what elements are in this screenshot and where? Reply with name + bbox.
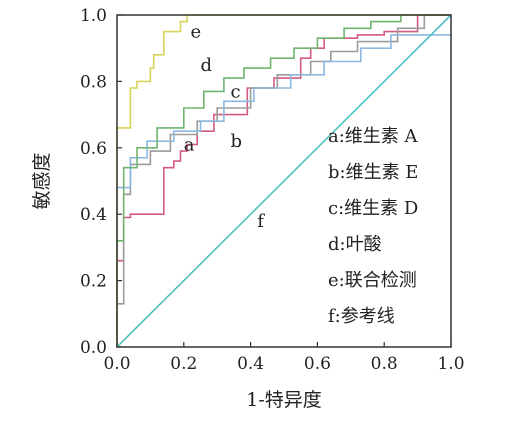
x-tick-label: 0.0 xyxy=(103,354,130,374)
y-axis-ticks: 0.0 0.2 0.4 0.6 0.8 1.0 xyxy=(80,6,122,358)
x-axis-label: 1-特异度 xyxy=(246,389,322,411)
y-tick-label: 0.0 xyxy=(80,338,107,358)
curve-label-a: a xyxy=(184,134,195,155)
legend: a:维生素 A b:维生素 E c:维生素 D d:叶酸 e:联合检测 f:参考线 xyxy=(328,126,419,327)
roc-curve-d xyxy=(116,14,451,347)
x-axis-ticks: 0.0 0.2 0.4 0.6 0.8 1.0 xyxy=(103,342,465,374)
roc-curves xyxy=(116,14,452,348)
curve-label-c: c xyxy=(231,81,241,102)
y-tick-label: 0.8 xyxy=(80,72,107,92)
roc-curve-f xyxy=(116,14,452,348)
curve-label-e: e xyxy=(190,22,201,43)
y-tick-label: 0.6 xyxy=(80,139,107,159)
x-tick-label: 0.4 xyxy=(237,354,264,374)
legend-entry-d: d:叶酸 xyxy=(328,234,382,255)
roc-curve-c xyxy=(116,34,451,347)
y-tick-label: 0.4 xyxy=(80,205,107,225)
roc-curve-e xyxy=(116,14,451,347)
y-tick-label: 1.0 xyxy=(80,6,107,26)
curve-label-d: d xyxy=(201,55,213,76)
curve-label-f: f xyxy=(257,211,265,232)
legend-entry-e: e:联合检测 xyxy=(328,270,417,291)
curve-label-b: b xyxy=(231,131,243,152)
legend-entry-f: f:参考线 xyxy=(328,306,395,327)
plot-frame xyxy=(116,14,452,348)
legend-entry-c: c:维生素 D xyxy=(328,198,418,219)
y-axis-label: 敏感度 xyxy=(31,152,53,209)
legend-entry-a: a:维生素 A xyxy=(328,126,419,147)
legend-entry-b: b:维生素 E xyxy=(328,162,418,183)
x-tick-label: 0.8 xyxy=(371,354,398,374)
x-tick-label: 0.6 xyxy=(304,354,331,374)
x-tick-label: 1.0 xyxy=(437,354,464,374)
x-tick-label: 0.2 xyxy=(170,354,197,374)
y-tick-label: 0.2 xyxy=(80,272,107,292)
curve-labels: a b cde f xyxy=(184,22,265,232)
roc-curve-a xyxy=(116,14,451,347)
